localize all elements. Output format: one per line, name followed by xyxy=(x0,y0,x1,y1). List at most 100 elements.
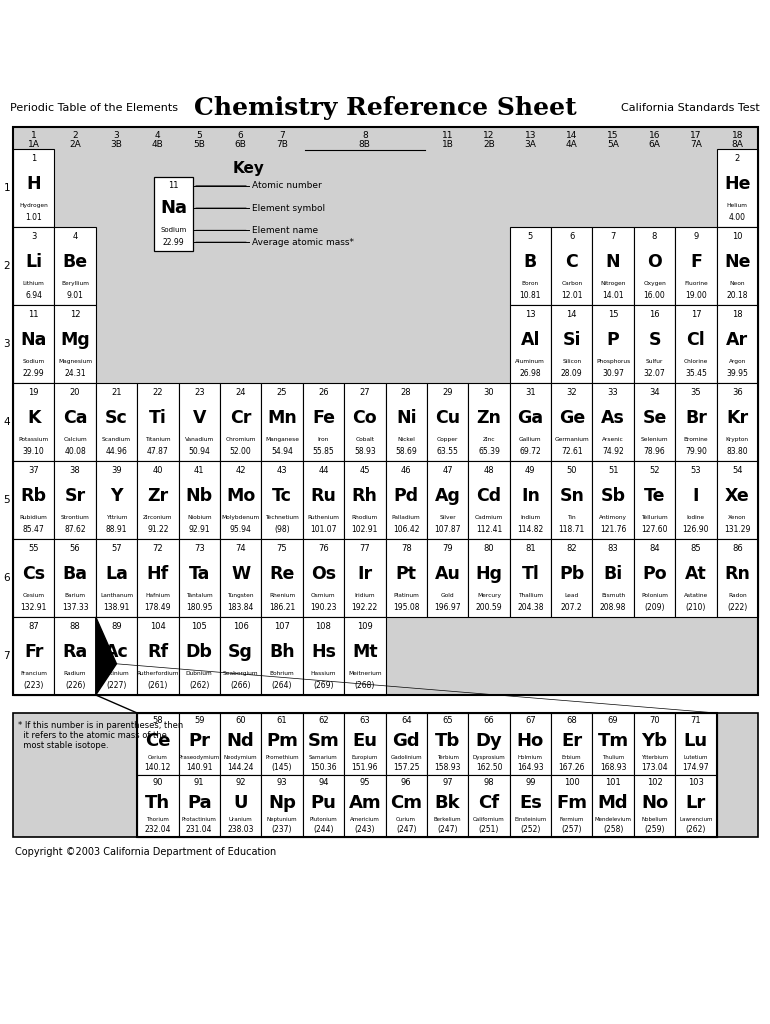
Text: (258): (258) xyxy=(603,825,624,835)
Text: Tungsten: Tungsten xyxy=(227,593,254,598)
Text: Na: Na xyxy=(21,331,47,349)
Text: Americium: Americium xyxy=(350,817,380,822)
Bar xyxy=(717,305,758,383)
Text: Manganese: Manganese xyxy=(265,436,299,441)
Text: Lithium: Lithium xyxy=(23,281,45,286)
Bar xyxy=(261,713,303,775)
Text: 23: 23 xyxy=(194,388,205,397)
Bar xyxy=(13,383,55,461)
Bar xyxy=(427,539,468,617)
Text: Pa: Pa xyxy=(187,794,212,812)
Text: 101: 101 xyxy=(605,778,621,786)
Text: Neon: Neon xyxy=(729,281,745,286)
Text: 5: 5 xyxy=(527,231,533,241)
Text: 97: 97 xyxy=(442,778,453,786)
Text: Zr: Zr xyxy=(147,487,169,505)
Text: 79: 79 xyxy=(442,544,453,553)
Text: 183.84: 183.84 xyxy=(227,603,254,612)
Bar xyxy=(634,775,675,837)
Text: 78: 78 xyxy=(401,544,412,553)
Text: 36: 36 xyxy=(732,388,743,397)
Text: 114.82: 114.82 xyxy=(517,525,544,535)
Text: W: W xyxy=(231,565,250,583)
Text: Tellurium: Tellurium xyxy=(641,515,668,519)
Text: 19: 19 xyxy=(28,388,39,397)
Bar xyxy=(717,461,758,539)
Bar xyxy=(13,713,758,837)
Text: 85.47: 85.47 xyxy=(23,525,45,535)
Bar xyxy=(55,617,95,695)
Text: Xenon: Xenon xyxy=(728,515,746,519)
Text: 91: 91 xyxy=(194,778,205,786)
Text: Rn: Rn xyxy=(725,565,750,583)
Text: Cd: Cd xyxy=(477,487,501,505)
Text: Eu: Eu xyxy=(353,732,377,750)
Text: 33: 33 xyxy=(608,388,618,397)
Bar xyxy=(510,713,551,775)
Text: Cesium: Cesium xyxy=(22,593,45,598)
Text: Zinc: Zinc xyxy=(483,436,495,441)
Text: Radium: Radium xyxy=(64,671,86,676)
Bar xyxy=(427,461,468,539)
Text: 12.01: 12.01 xyxy=(561,291,582,300)
Bar xyxy=(427,775,468,837)
Text: 26.98: 26.98 xyxy=(520,369,541,378)
Text: 103: 103 xyxy=(688,778,704,786)
Text: 4.00: 4.00 xyxy=(729,213,746,222)
Text: Gold: Gold xyxy=(440,593,454,598)
Text: 54.94: 54.94 xyxy=(271,447,293,456)
Text: Europium: Europium xyxy=(352,755,378,760)
Text: Barium: Barium xyxy=(65,593,85,598)
Text: Astatine: Astatine xyxy=(684,593,708,598)
Bar xyxy=(13,539,55,617)
Text: Scandium: Scandium xyxy=(102,436,131,441)
Text: 39.95: 39.95 xyxy=(726,369,748,378)
Text: 46: 46 xyxy=(401,466,411,475)
Text: At: At xyxy=(685,565,707,583)
Text: 58: 58 xyxy=(152,716,163,725)
Text: Hg: Hg xyxy=(475,565,503,583)
Text: California Standards Test: California Standards Test xyxy=(621,103,760,113)
Text: Arsenic: Arsenic xyxy=(602,436,624,441)
Text: Carbon: Carbon xyxy=(561,281,582,286)
Text: 58.69: 58.69 xyxy=(395,447,417,456)
Text: 18: 18 xyxy=(732,131,743,140)
Text: 24.31: 24.31 xyxy=(64,369,86,378)
Text: Thallium: Thallium xyxy=(517,593,543,598)
Text: 138.91: 138.91 xyxy=(103,603,129,612)
Text: Promethium: Promethium xyxy=(265,755,299,760)
Text: Sb: Sb xyxy=(601,487,626,505)
Bar xyxy=(468,775,510,837)
Text: La: La xyxy=(105,565,128,583)
Text: 174.97: 174.97 xyxy=(682,763,709,772)
Text: Samarium: Samarium xyxy=(309,755,338,760)
Text: 5: 5 xyxy=(3,495,10,505)
Bar xyxy=(592,775,634,837)
Text: Polonium: Polonium xyxy=(641,593,668,598)
Text: Be: Be xyxy=(62,253,88,271)
Text: (259): (259) xyxy=(644,825,665,835)
Text: Na: Na xyxy=(160,199,187,217)
Text: Ho: Ho xyxy=(517,732,544,750)
Text: Ca: Ca xyxy=(63,410,87,427)
Text: Neodymium: Neodymium xyxy=(224,755,257,760)
Text: 70: 70 xyxy=(649,716,660,725)
Text: Pt: Pt xyxy=(396,565,417,583)
Text: Phosphorus: Phosphorus xyxy=(596,358,631,364)
Text: (266): (266) xyxy=(230,681,251,690)
Bar xyxy=(13,127,758,695)
Text: most stable isotope.: most stable isotope. xyxy=(18,741,109,750)
Text: Lu: Lu xyxy=(684,732,708,750)
Bar xyxy=(717,150,758,227)
Text: 85: 85 xyxy=(691,544,701,553)
Text: 10: 10 xyxy=(732,231,742,241)
Text: Nb: Nb xyxy=(186,487,213,505)
Text: 83: 83 xyxy=(608,544,618,553)
Text: 90: 90 xyxy=(152,778,163,786)
Text: Antimony: Antimony xyxy=(599,515,627,519)
Bar xyxy=(13,617,55,695)
Text: 20: 20 xyxy=(70,388,80,397)
Text: 102.91: 102.91 xyxy=(352,525,378,535)
Text: 2: 2 xyxy=(72,131,78,140)
Bar xyxy=(386,383,427,461)
